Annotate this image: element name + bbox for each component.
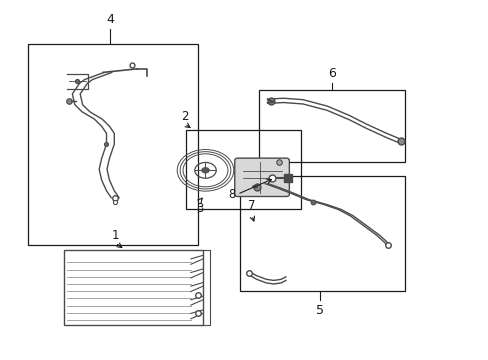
Bar bbox=[27, 44, 198, 244]
Bar bbox=[239, 176, 405, 291]
Text: 2: 2 bbox=[181, 110, 188, 123]
Text: 1: 1 bbox=[111, 229, 119, 242]
Text: 3: 3 bbox=[196, 202, 203, 215]
Bar bbox=[185, 130, 300, 209]
Text: 7: 7 bbox=[247, 199, 255, 212]
Circle shape bbox=[201, 167, 209, 173]
Text: 5: 5 bbox=[315, 304, 324, 317]
FancyBboxPatch shape bbox=[234, 158, 289, 197]
Text: 4: 4 bbox=[106, 13, 114, 26]
Text: 6: 6 bbox=[327, 67, 336, 80]
Bar bbox=[259, 90, 405, 162]
Text: 8: 8 bbox=[228, 188, 236, 201]
Bar bbox=[64, 250, 203, 325]
